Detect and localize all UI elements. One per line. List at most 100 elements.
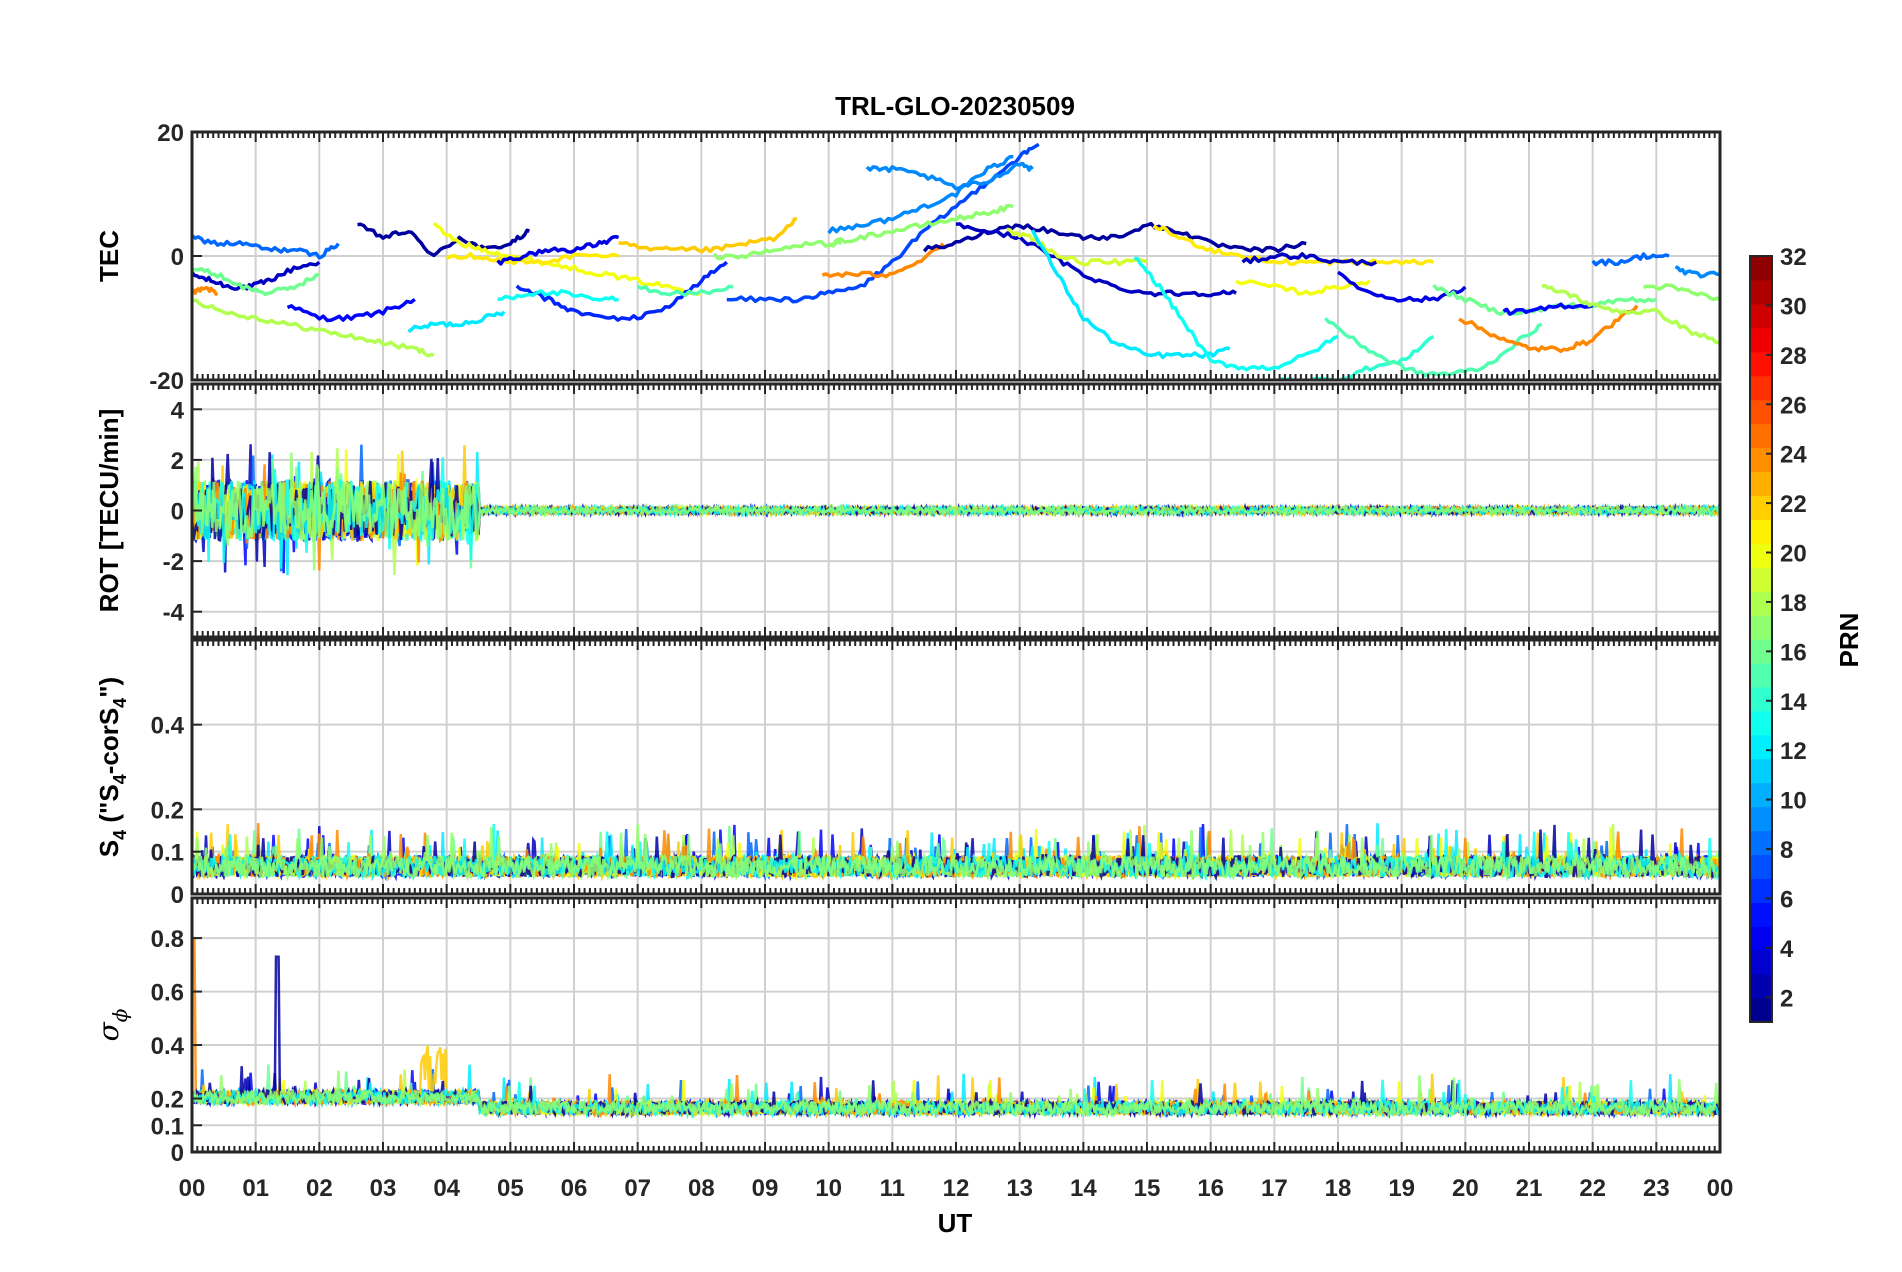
tec-series-prn-5 xyxy=(1502,302,1594,316)
colorbar-tick-label: 4 xyxy=(1780,936,1794,963)
y-tick-label: 0 xyxy=(171,499,184,526)
x-tick-label: 13 xyxy=(1006,1175,1033,1202)
series-group xyxy=(192,936,1720,1120)
tec-series-prn-21 xyxy=(1152,224,1435,267)
tec-series-prn-3 xyxy=(955,222,1237,298)
tec-series-prn-24 xyxy=(192,285,219,296)
x-tick-label: 05 xyxy=(497,1175,524,1202)
axis-ticks xyxy=(191,898,1721,1153)
colorbar-segment xyxy=(1750,758,1772,784)
tec-series-prn-2 xyxy=(357,222,531,258)
colorbar-tick-label: 20 xyxy=(1780,541,1807,568)
colorbar-tick-label: 18 xyxy=(1780,590,1807,617)
x-tick-label: 00 xyxy=(1707,1175,1734,1202)
tec-series-prn-18 xyxy=(1541,283,1720,345)
panel-tec: -20 0 20 TEC xyxy=(94,120,1722,395)
tec-series-prn-3 xyxy=(192,260,321,291)
series-group xyxy=(192,823,1720,882)
colorbar-segment xyxy=(1750,543,1772,568)
colorbar-segment xyxy=(1750,710,1772,736)
colorbar-segment xyxy=(1750,902,1772,927)
colorbar-tick-label: 26 xyxy=(1780,392,1807,419)
panel-s4: 0 0.1 0.2 0.4 S4 ("S4-corS4") xyxy=(94,638,1722,909)
colorbar-segment xyxy=(1750,998,1772,1023)
tec-series-prn-8 xyxy=(1591,252,1670,267)
colorbar-segment xyxy=(1750,279,1772,305)
colorbar-segment xyxy=(1750,662,1772,688)
y-tick-label: 0.2 xyxy=(151,1087,184,1114)
panel-rot: -4 -2 0 2 4 ROT [TECU/min] xyxy=(94,382,1722,639)
colorbar-segment xyxy=(1750,639,1772,664)
x-tick-label: 09 xyxy=(752,1175,779,1202)
x-tick-label: 06 xyxy=(561,1175,588,1202)
y-tick-label: 0.2 xyxy=(151,797,184,824)
x-tick-label: 23 xyxy=(1643,1175,1670,1202)
tec-series-prn-6 xyxy=(515,260,728,322)
tec-series-prn-9 xyxy=(827,154,1014,235)
tec-series-prn-21 xyxy=(445,251,620,266)
colorbar-segment xyxy=(1750,806,1772,832)
tec-series-prn-9 xyxy=(1674,265,1720,279)
y-tick-label: 0 xyxy=(171,244,184,271)
x-tick-label: 10 xyxy=(815,1175,842,1202)
colorbar-tick-label: 24 xyxy=(1780,442,1807,469)
colorbar-segment xyxy=(1750,854,1772,879)
tec-series-prn-12 xyxy=(407,310,506,334)
y-tick-label: 0.4 xyxy=(151,713,185,740)
x-tick-label: 12 xyxy=(943,1175,970,1202)
tec-series-prn-4 xyxy=(1337,270,1467,304)
x-tick-label: 00 xyxy=(179,1175,206,1202)
tec-series-prn-22 xyxy=(618,217,797,254)
axis-ticks xyxy=(191,384,1721,637)
tec-series-prn-7 xyxy=(726,142,1040,304)
tec-series-prn-13 xyxy=(1134,256,1339,372)
x-tick-label: 03 xyxy=(370,1175,397,1202)
y-tick-label: 20 xyxy=(157,120,184,147)
colorbar-segment xyxy=(1750,423,1772,449)
tec-series-prn-8 xyxy=(192,234,340,260)
colorbar-segment xyxy=(1750,591,1772,616)
y-axis-label-sigma-phi: σϕ xyxy=(92,1008,132,1041)
y-tick-label: 4 xyxy=(171,397,185,424)
y-tick-label: -20 xyxy=(149,368,184,395)
tec-series-prn-3 xyxy=(1241,252,1377,267)
tec-series-prn-9 xyxy=(865,161,1034,191)
colorbar-segment xyxy=(1750,878,1772,903)
x-tick-label: 04 xyxy=(433,1175,460,1202)
colorbar-segment xyxy=(1750,974,1772,999)
series-group xyxy=(192,444,1720,576)
x-tick-label: 02 xyxy=(306,1175,333,1202)
tec-series-prn-19 xyxy=(1006,227,1148,267)
colorbar-segment xyxy=(1750,615,1772,640)
x-tick-label: 20 xyxy=(1452,1175,1479,1202)
colorbar-segment xyxy=(1750,471,1772,496)
chart-title: TRL-GLO-20230509 xyxy=(835,91,1075,121)
y-axis-label-s4: S4 ("S4-corS4") xyxy=(94,677,130,857)
colorbar-tick-label: 22 xyxy=(1780,491,1807,518)
tec-series-prn-24 xyxy=(1458,304,1639,354)
sigma_phi-series-prn-17 xyxy=(192,1070,1720,1120)
colorbar-segment xyxy=(1750,950,1772,975)
tec-series-prn-24 xyxy=(821,242,945,279)
x-tick-label: 22 xyxy=(1579,1175,1606,1202)
tec-series-prn-17 xyxy=(712,239,843,261)
colorbar-tick-label: 8 xyxy=(1780,837,1793,864)
y-tick-label: 2 xyxy=(171,448,184,475)
y-tick-label: 0.8 xyxy=(151,926,184,953)
x-tick-label: 15 xyxy=(1134,1175,1161,1202)
colorbar-segment xyxy=(1750,351,1772,377)
colorbar-tick-label: 28 xyxy=(1780,343,1807,370)
x-tick-label: 18 xyxy=(1325,1175,1352,1202)
colorbar-segment xyxy=(1750,256,1772,281)
y-tick-label: 0.1 xyxy=(151,840,184,867)
colorbar-segment xyxy=(1750,519,1772,544)
x-tick-label: 21 xyxy=(1516,1175,1543,1202)
colorbar-tick-label: 12 xyxy=(1780,738,1807,765)
colorbar-label: PRN xyxy=(1834,613,1864,668)
colorbar-tick-label: 14 xyxy=(1780,689,1807,716)
colorbar-tick-label: 6 xyxy=(1780,886,1793,913)
tec-series-prn-16 xyxy=(192,267,320,297)
x-tick-label: 07 xyxy=(624,1175,651,1202)
colorbar-segment xyxy=(1750,734,1772,760)
